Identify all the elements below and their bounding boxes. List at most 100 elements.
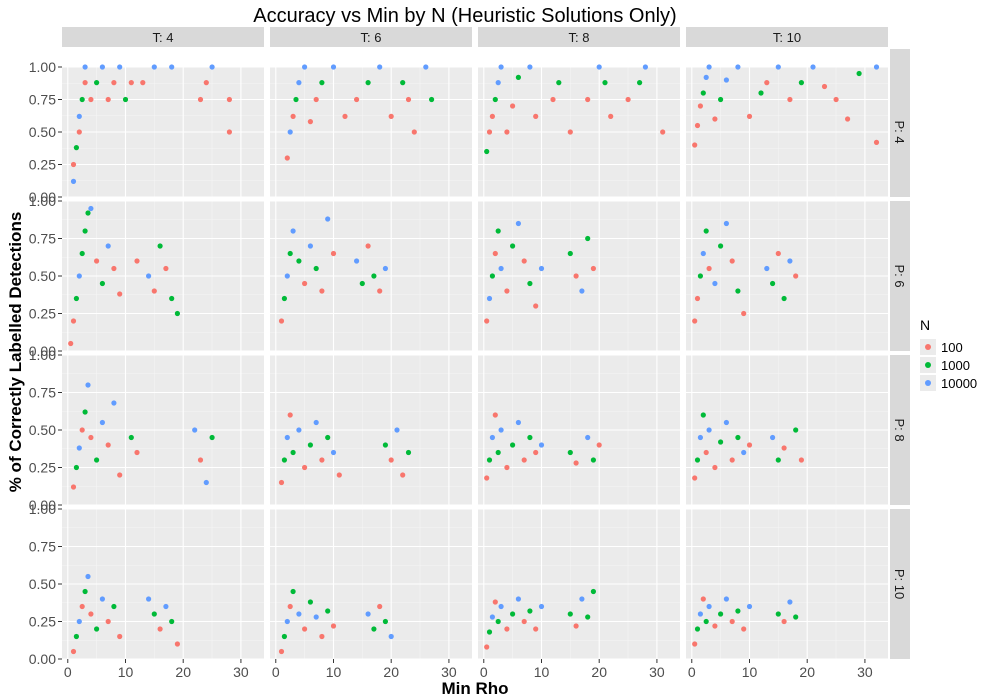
data-point bbox=[729, 457, 735, 463]
data-point bbox=[111, 80, 117, 86]
data-point bbox=[382, 442, 388, 448]
data-point bbox=[697, 611, 704, 617]
data-point bbox=[70, 484, 77, 490]
data-point bbox=[313, 265, 319, 272]
row-strip-label: P: 10 bbox=[892, 569, 907, 599]
legend-label: 100 bbox=[941, 340, 963, 355]
data-point bbox=[533, 303, 539, 309]
x-tick-label: 20 bbox=[383, 664, 399, 680]
data-point bbox=[302, 626, 308, 632]
data-point bbox=[538, 442, 545, 448]
data-point bbox=[85, 210, 91, 216]
data-point bbox=[775, 64, 781, 70]
data-point bbox=[486, 629, 493, 635]
data-point bbox=[79, 603, 85, 610]
data-point bbox=[697, 434, 704, 441]
data-point bbox=[521, 457, 527, 463]
data-point bbox=[423, 64, 429, 70]
data-point bbox=[495, 228, 501, 234]
data-point bbox=[70, 648, 77, 655]
data-point bbox=[729, 618, 735, 625]
data-point bbox=[712, 280, 718, 287]
data-point bbox=[313, 419, 319, 426]
row-strip-label: P: 6 bbox=[892, 264, 907, 287]
data-point bbox=[342, 113, 348, 119]
data-point bbox=[692, 318, 698, 324]
column-strip-label: T: 6 bbox=[361, 30, 382, 45]
data-point bbox=[489, 434, 495, 441]
y-tick-label: 1.00 bbox=[29, 193, 56, 209]
data-point bbox=[151, 288, 157, 294]
legend-key bbox=[925, 362, 931, 368]
data-point bbox=[284, 273, 290, 279]
data-point bbox=[70, 318, 77, 324]
data-point bbox=[706, 603, 712, 610]
data-point bbox=[336, 472, 342, 478]
x-tick-label: 0 bbox=[272, 664, 280, 680]
data-point bbox=[296, 427, 302, 433]
data-point bbox=[371, 626, 377, 632]
data-point bbox=[82, 64, 88, 70]
data-point bbox=[492, 412, 498, 418]
legend-title: N bbox=[920, 317, 930, 333]
row-strip bbox=[890, 509, 910, 659]
data-point bbox=[498, 427, 504, 433]
data-point bbox=[692, 641, 698, 647]
data-point bbox=[382, 618, 388, 625]
y-tick-label: 0.50 bbox=[29, 124, 56, 140]
column-strip-label: T: 10 bbox=[773, 30, 801, 45]
data-point bbox=[521, 258, 527, 264]
data-point bbox=[330, 250, 337, 257]
data-point bbox=[99, 280, 105, 287]
row-strip bbox=[890, 49, 910, 197]
y-axis-label: % of Correctly Labelled Detections bbox=[6, 212, 25, 493]
data-point bbox=[325, 216, 331, 222]
data-point bbox=[281, 295, 287, 302]
data-point bbox=[533, 449, 539, 456]
data-point bbox=[538, 603, 545, 610]
data-point bbox=[76, 445, 82, 451]
data-point bbox=[99, 64, 105, 70]
data-point bbox=[94, 457, 100, 463]
data-point bbox=[498, 603, 504, 610]
data-point bbox=[105, 618, 111, 625]
data-point bbox=[741, 449, 747, 456]
data-point bbox=[573, 460, 579, 466]
data-point bbox=[700, 596, 706, 602]
data-point bbox=[377, 288, 383, 294]
y-tick-label: 0.50 bbox=[29, 422, 56, 438]
data-point bbox=[405, 96, 412, 103]
data-point bbox=[660, 129, 666, 135]
data-point bbox=[111, 603, 117, 610]
data-point bbox=[281, 457, 287, 463]
column-strip-label: T: 4 bbox=[153, 30, 174, 45]
data-point bbox=[68, 340, 74, 347]
data-point bbox=[712, 116, 718, 122]
data-point bbox=[556, 80, 562, 86]
data-point bbox=[723, 596, 730, 602]
data-point bbox=[590, 457, 597, 463]
data-point bbox=[284, 434, 290, 441]
data-point bbox=[105, 442, 111, 448]
data-point bbox=[718, 96, 724, 103]
column-strip-label: T: 8 bbox=[569, 30, 590, 45]
data-point bbox=[140, 80, 146, 86]
data-point bbox=[567, 611, 573, 617]
x-tick-label: 0 bbox=[688, 664, 696, 680]
data-point bbox=[821, 83, 828, 90]
data-point bbox=[845, 116, 851, 122]
data-point bbox=[492, 96, 498, 103]
data-point bbox=[642, 64, 649, 70]
y-tick-label: 0.75 bbox=[29, 385, 56, 401]
data-point bbox=[793, 614, 799, 620]
data-point bbox=[489, 614, 495, 620]
data-point bbox=[781, 618, 787, 625]
data-point bbox=[388, 633, 394, 640]
data-point bbox=[504, 626, 510, 632]
data-point bbox=[509, 243, 516, 249]
data-point bbox=[770, 434, 776, 441]
data-point bbox=[290, 588, 296, 595]
y-tick-label: 1.00 bbox=[29, 347, 56, 363]
data-point bbox=[296, 611, 302, 617]
data-point bbox=[579, 596, 585, 602]
